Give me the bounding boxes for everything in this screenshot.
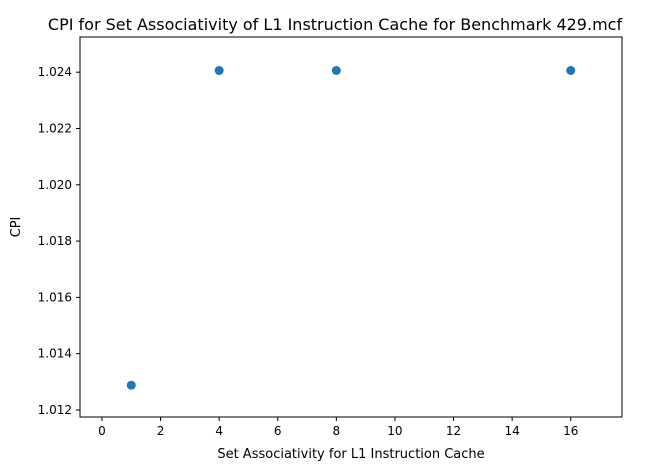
data-point: [566, 65, 576, 75]
x-tick-label: 4: [215, 424, 223, 438]
y-tick-label: 1.024: [38, 65, 72, 79]
y-tick-label: 1.018: [38, 234, 72, 248]
y-tick-label: 1.016: [38, 290, 72, 304]
plot-frame: [79, 36, 623, 418]
data-point: [331, 65, 341, 75]
x-tick-label: 16: [563, 424, 578, 438]
y-axis-label: CPI: [9, 217, 24, 238]
x-tick-label: 12: [446, 424, 461, 438]
chart-title: CPI for Set Associativity of L1 Instruct…: [48, 15, 623, 34]
x-tick-label: 6: [274, 424, 282, 438]
data-point: [214, 65, 224, 75]
x-tick-label: 2: [157, 424, 165, 438]
y-tick-label: 1.022: [38, 121, 72, 135]
y-tick-label: 1.012: [38, 403, 72, 417]
x-tick-label: 14: [504, 424, 519, 438]
x-axis-label: Set Associativity for L1 Instruction Cac…: [217, 447, 484, 462]
plot-area: 0 2 4 6 8 10 12 14 16 1.012 1.014 1.016 1.018 1.020 1.…: [38, 65, 579, 438]
x-tick-label: 8: [333, 424, 341, 438]
data-point: [126, 380, 136, 390]
x-tick-label: 10: [387, 424, 402, 438]
y-tick-label: 1.020: [38, 178, 72, 192]
x-tick-label: 0: [98, 424, 106, 438]
y-tick-label: 1.014: [38, 347, 72, 361]
